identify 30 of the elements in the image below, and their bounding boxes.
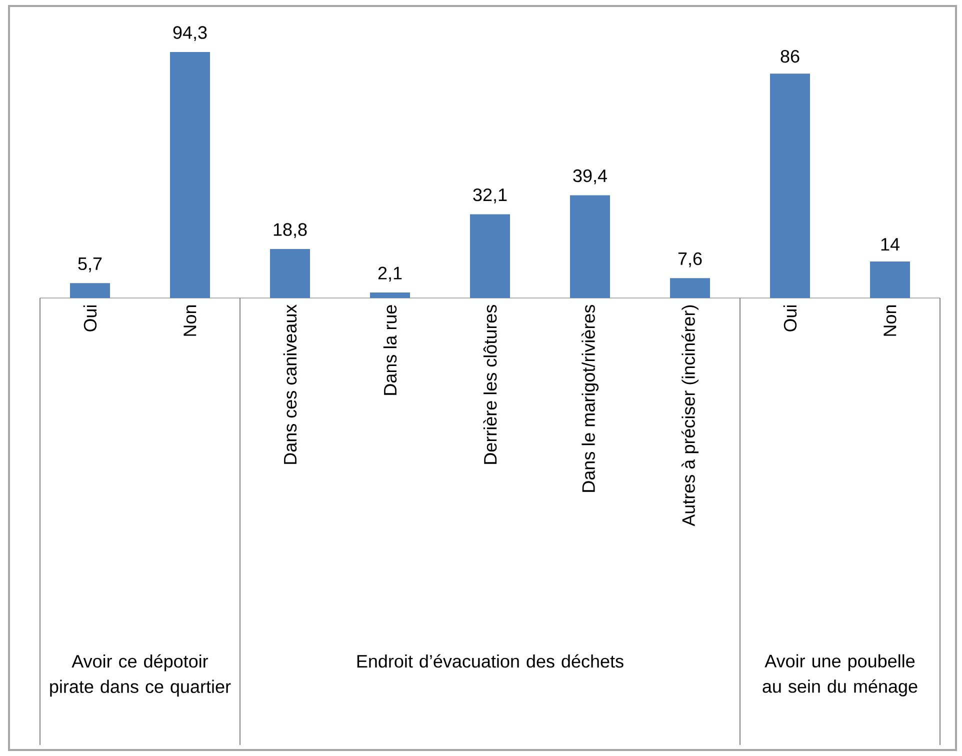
x-tick-label: Oui	[783, 305, 797, 332]
bar	[570, 195, 610, 298]
bar	[70, 283, 110, 298]
data-label: 5,7	[78, 258, 102, 272]
data-label: 14	[881, 238, 900, 251]
text: Avoir ce dépotoir pirate dans ce quartier	[50, 654, 231, 697]
x-tick-label: Non	[184, 305, 196, 336]
bar	[470, 214, 510, 298]
x-tick-label: Dans ces caniveaux	[283, 304, 297, 464]
data-label: 18,8	[274, 223, 307, 238]
bar	[270, 248, 310, 298]
bar	[870, 261, 910, 298]
x-tick-label: Dans la rue	[383, 305, 397, 395]
text: Avoir une poubelle au sein du ménage	[762, 654, 918, 696]
x-tick-label: Derrière les clôtures	[483, 304, 497, 464]
data-label: 32,1	[473, 188, 507, 204]
text: Endroit d’évacuation des déchets	[357, 654, 624, 668]
x-tick-label: Oui	[83, 305, 97, 332]
x-tick-label: Autres à préciser (incinérer)	[682, 305, 699, 526]
data-label: 39,4	[573, 169, 608, 184]
bar	[170, 52, 210, 298]
bar	[670, 278, 710, 298]
data-label: 7,6	[678, 252, 702, 268]
data-label: 86	[780, 50, 800, 63]
data-label: 2,1	[378, 266, 402, 282]
bar	[370, 292, 410, 298]
bar	[770, 74, 810, 298]
x-tick-label: Non	[884, 305, 896, 336]
data-label: 94,3	[173, 26, 207, 42]
x-tick-label: Dans le marigot/rivières	[582, 304, 599, 492]
